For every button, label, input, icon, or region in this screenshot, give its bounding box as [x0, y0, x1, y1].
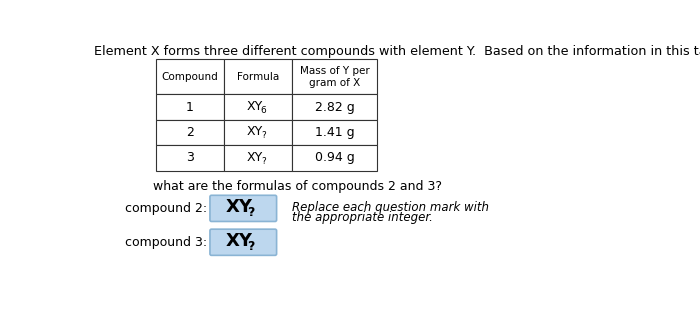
Bar	[224, 145, 292, 171]
Text: Compound: Compound	[162, 72, 218, 82]
Text: 0.94 g: 0.94 g	[315, 151, 355, 164]
FancyBboxPatch shape	[210, 229, 276, 255]
Text: XY: XY	[226, 232, 253, 250]
Text: ?: ?	[261, 157, 266, 166]
Text: 2.82 g: 2.82 g	[315, 101, 355, 114]
Bar	[292, 95, 377, 120]
Text: XY: XY	[226, 198, 253, 216]
Bar	[155, 95, 224, 120]
Text: the appropriate integer.: the appropriate integer.	[292, 212, 433, 224]
Text: compound 3:: compound 3:	[125, 236, 207, 249]
Text: what are the formulas of compounds 2 and 3?: what are the formulas of compounds 2 and…	[153, 180, 442, 193]
Bar	[155, 145, 224, 171]
Text: ?: ?	[247, 240, 255, 253]
Text: compound 2:: compound 2:	[125, 202, 207, 215]
Bar	[224, 120, 292, 145]
Text: XY: XY	[247, 100, 263, 113]
Text: XY: XY	[247, 125, 263, 138]
Text: Element X forms three different compounds with element Y.  Based on the informat: Element X forms three different compound…	[94, 45, 700, 58]
Bar	[155, 120, 224, 145]
Text: 1.41 g: 1.41 g	[315, 126, 354, 139]
Text: 1: 1	[186, 101, 194, 114]
Bar	[224, 59, 292, 95]
Text: Formula: Formula	[237, 72, 279, 82]
Text: Mass of Y per
gram of X: Mass of Y per gram of X	[300, 66, 370, 87]
Bar	[292, 59, 377, 95]
Text: XY: XY	[247, 151, 263, 164]
Text: ?: ?	[247, 206, 255, 219]
Bar	[292, 145, 377, 171]
Text: 2: 2	[186, 126, 194, 139]
Bar	[224, 95, 292, 120]
Text: 6: 6	[260, 106, 266, 115]
FancyBboxPatch shape	[210, 195, 276, 222]
Text: 3: 3	[186, 151, 194, 164]
Bar	[155, 59, 224, 95]
Bar	[292, 120, 377, 145]
Text: Replace each question mark with: Replace each question mark with	[292, 201, 489, 214]
Text: ?: ?	[261, 131, 266, 140]
